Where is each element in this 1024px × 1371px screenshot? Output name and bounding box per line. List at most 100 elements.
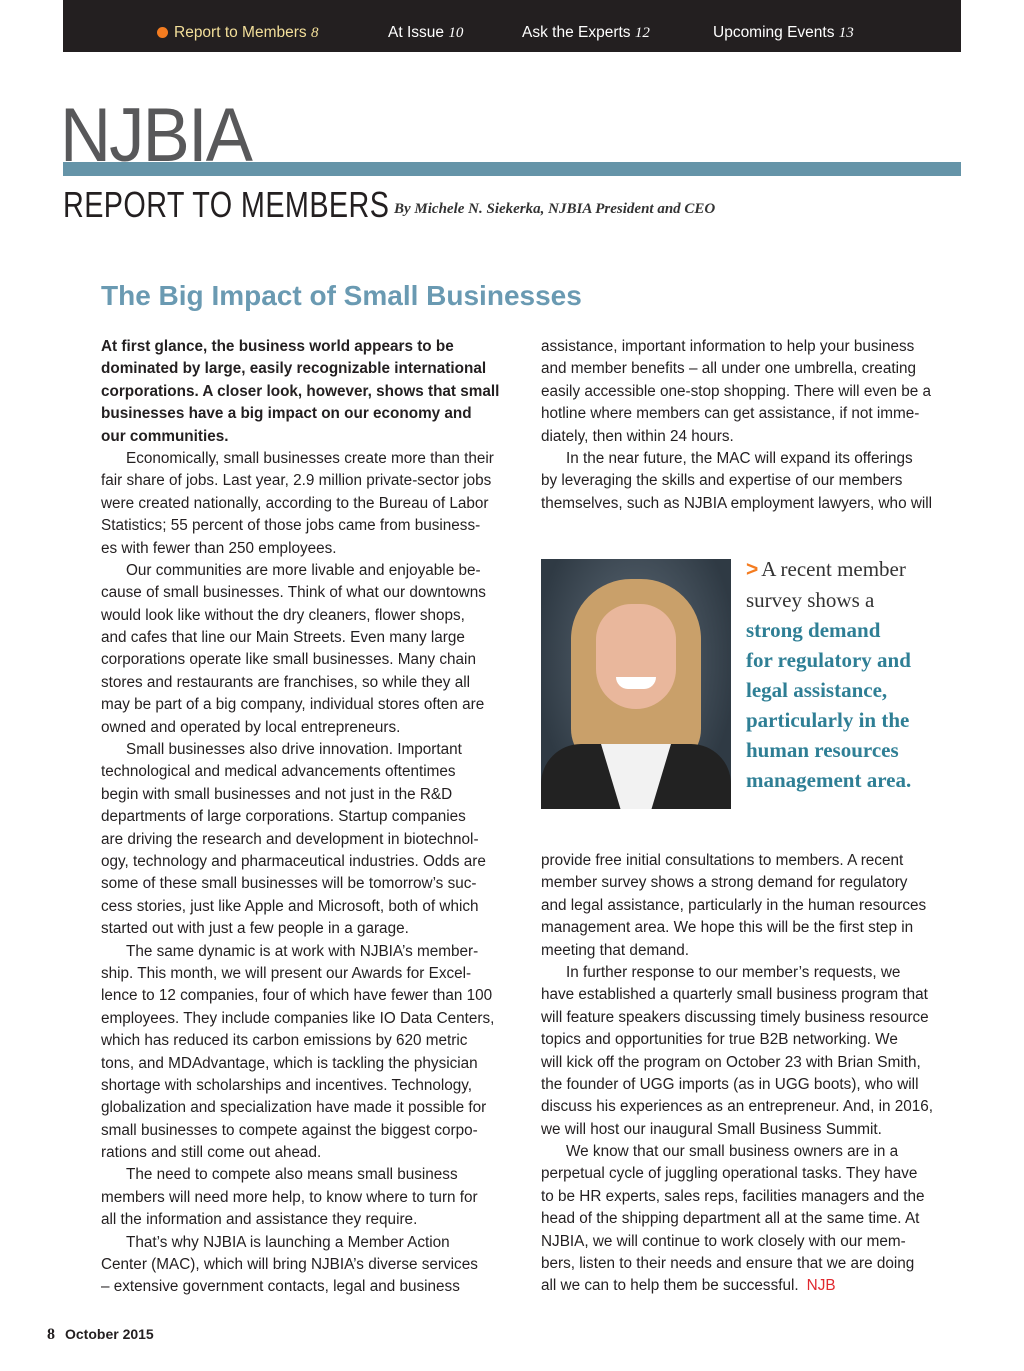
text-line: dominated by large, easily recognizable … bbox=[101, 360, 487, 378]
text-line: head of the shipping department all at t… bbox=[541, 1210, 920, 1228]
text-line: started out with just a few people in a … bbox=[101, 920, 409, 938]
text-line: ship. This month, we will present our Aw… bbox=[101, 964, 472, 982]
text-line: have established a quarterly small busin… bbox=[541, 986, 928, 1004]
nav-report-to-members[interactable]: Report to Members 8 bbox=[157, 24, 318, 42]
text-line: and member benefits – all under one umbr… bbox=[541, 360, 916, 378]
text-line: and legal assistance, particularly in th… bbox=[541, 896, 927, 914]
top-nav: Report to Members 8 At Issue 10 Ask the … bbox=[63, 0, 961, 52]
footer: 8 October 2015 bbox=[47, 1326, 154, 1344]
text-line: At first glance, the business world appe… bbox=[101, 338, 454, 355]
text-line: are driving the research and development… bbox=[101, 830, 479, 848]
text-line: corporations. A closer look, however, sh… bbox=[101, 382, 500, 400]
nav-page: 12 bbox=[634, 25, 650, 41]
pull-quote: > A recent member survey shows a strong dem… bbox=[746, 554, 911, 795]
text-line: Our communities are more livable and enj… bbox=[126, 561, 481, 579]
active-dot-icon bbox=[157, 27, 168, 38]
text-line: members will need more help, to know whe… bbox=[101, 1188, 478, 1206]
pull-quote-line: survey shows a bbox=[746, 585, 911, 615]
text-line: lence to 12 companies, four of which hav… bbox=[101, 987, 493, 1005]
text-line: Center (MAC), which will bring NJBIA’s d… bbox=[101, 1256, 478, 1274]
nav-label: Ask the Experts bbox=[522, 24, 631, 41]
text-line: were created nationally, according to th… bbox=[101, 494, 489, 512]
text-line: perpetual cycle of juggling operational … bbox=[541, 1165, 918, 1183]
left-column: At first glance, the business world appe… bbox=[101, 336, 499, 1299]
text-line: es with fewer than 250 employees. bbox=[101, 539, 337, 557]
text-line: all the information and assistance they … bbox=[101, 1211, 418, 1229]
author-photo bbox=[541, 559, 731, 809]
right-column-bottom: provide free initial consultations to me… bbox=[541, 850, 933, 1298]
text-line: some of these small businesses will be t… bbox=[101, 875, 477, 893]
pull-quote-highlight: for regulatory and bbox=[746, 648, 911, 672]
masthead-divider bbox=[63, 162, 961, 176]
nav-ask-the-experts[interactable]: Ask the Experts 12 bbox=[522, 24, 650, 42]
text-line: The same dynamic is at work with NJBIA’s… bbox=[126, 942, 479, 960]
text-line: meeting that demand. bbox=[541, 941, 689, 959]
text-line: cess stories, just like Apple and Micros… bbox=[101, 897, 479, 915]
text-line: themselves, such as NJBIA employment law… bbox=[541, 494, 933, 512]
nav-page: 13 bbox=[838, 25, 854, 41]
text-line: by leveraging the skills and expertise o… bbox=[541, 472, 903, 490]
text-line: fair share of jobs. Last year, 2.9 milli… bbox=[101, 472, 492, 490]
text-line: businesses have a big impact on our econ… bbox=[101, 405, 472, 423]
text-line: owned and operated by local entrepreneur… bbox=[101, 718, 401, 736]
text-line: Statistics; 55 percent of those jobs cam… bbox=[101, 517, 481, 535]
text-line: we will host our inaugural Small Busines… bbox=[541, 1120, 882, 1138]
photo-smile bbox=[616, 677, 656, 689]
text-line: topics and opportunities for true B2B ne… bbox=[541, 1031, 898, 1049]
text-line: ogy, technology and pharmaceutical indus… bbox=[101, 852, 486, 870]
text-line: bers, listen to their needs and ensure t… bbox=[541, 1255, 915, 1273]
text-line: easily accessible one-stop shopping. The… bbox=[541, 382, 932, 400]
text-line: That’s why NJBIA is launching a Member A… bbox=[126, 1233, 450, 1251]
text-line: employees. They include companies like I… bbox=[101, 1009, 495, 1027]
nav-page: 10 bbox=[448, 25, 464, 41]
text-line: rations and still come out ahead. bbox=[101, 1144, 322, 1162]
text-line: In the near future, the MAC will expand … bbox=[566, 449, 913, 467]
nav-page: 8 bbox=[310, 25, 319, 41]
photo-face bbox=[596, 604, 676, 709]
text-line: – extensive government contacts, legal a… bbox=[101, 1278, 460, 1296]
text-line: may be part of a big company, individual… bbox=[101, 696, 485, 714]
section-title: REPORT TO MEMBERS bbox=[63, 184, 390, 225]
nav-label: Upcoming Events bbox=[713, 24, 835, 41]
article-headline: The Big Impact of Small Businesses bbox=[101, 280, 582, 311]
text-line: provide free initial consultations to me… bbox=[541, 852, 904, 869]
text-line: the founder of UGG imports (as in UGG bo… bbox=[541, 1075, 919, 1093]
text-line: departments of large corporations. Start… bbox=[101, 808, 466, 826]
text-line: member survey shows a strong demand for … bbox=[541, 874, 908, 892]
text-line: tons, and MDAdvantage, which is tackling… bbox=[101, 1054, 478, 1072]
text-line: technological and medical advancements o… bbox=[101, 763, 456, 781]
pull-quote-line: > A recent member bbox=[746, 554, 911, 585]
nav-label: At Issue bbox=[388, 24, 444, 41]
text-line: and cafes that line our Main Streets. Ev… bbox=[101, 629, 465, 647]
text-line: cause of small businesses. Think of what… bbox=[101, 584, 486, 602]
pull-quote-highlight: particularly in the bbox=[746, 708, 910, 732]
end-mark: NJB bbox=[806, 1277, 836, 1295]
pull-quote-highlight: strong demand bbox=[746, 618, 881, 642]
text-line: will feature speakers discussing timely … bbox=[541, 1008, 929, 1026]
issue-date: October 2015 bbox=[65, 1326, 154, 1342]
arrow-icon: > bbox=[746, 558, 759, 581]
nav-label: Report to Members bbox=[174, 24, 307, 41]
page-number: 8 bbox=[47, 1326, 55, 1343]
pull-quote-highlight: human resources bbox=[746, 738, 899, 762]
text-line: hotline where members can get assistance… bbox=[541, 405, 920, 423]
pull-quote-highlight: management area. bbox=[746, 768, 912, 792]
text-line: to be HR experts, sales reps, facilities… bbox=[541, 1187, 925, 1205]
pull-quote-text: A recent member bbox=[761, 557, 906, 581]
text-line: corporations operate like small business… bbox=[101, 651, 476, 669]
text-line: would look like without the dry cleaners… bbox=[101, 606, 465, 624]
text-line: our communities. bbox=[101, 427, 229, 445]
text-line: globalization and specialization have ma… bbox=[101, 1099, 487, 1117]
text-line: stores and restaurants are franchises, s… bbox=[101, 673, 471, 691]
text-line: assistance, important information to hel… bbox=[541, 338, 915, 355]
text-line: NJBIA, we will continue to work closely … bbox=[541, 1232, 906, 1250]
text-line: all we can to help them be successful. bbox=[541, 1277, 799, 1295]
nav-upcoming-events[interactable]: Upcoming Events 13 bbox=[713, 24, 854, 42]
nav-at-issue[interactable]: At Issue 10 bbox=[388, 24, 463, 42]
text-line: We know that our small business owners a… bbox=[566, 1143, 899, 1161]
text-line: which has reduced its carbon emissions b… bbox=[101, 1032, 468, 1050]
text-line: will kick off the program on October 23 … bbox=[541, 1053, 921, 1071]
text-line: In further response to our member’s requ… bbox=[566, 963, 901, 981]
pull-quote-highlight: legal assistance, bbox=[746, 678, 888, 702]
text-line: diately, then within 24 hours. bbox=[541, 427, 734, 445]
